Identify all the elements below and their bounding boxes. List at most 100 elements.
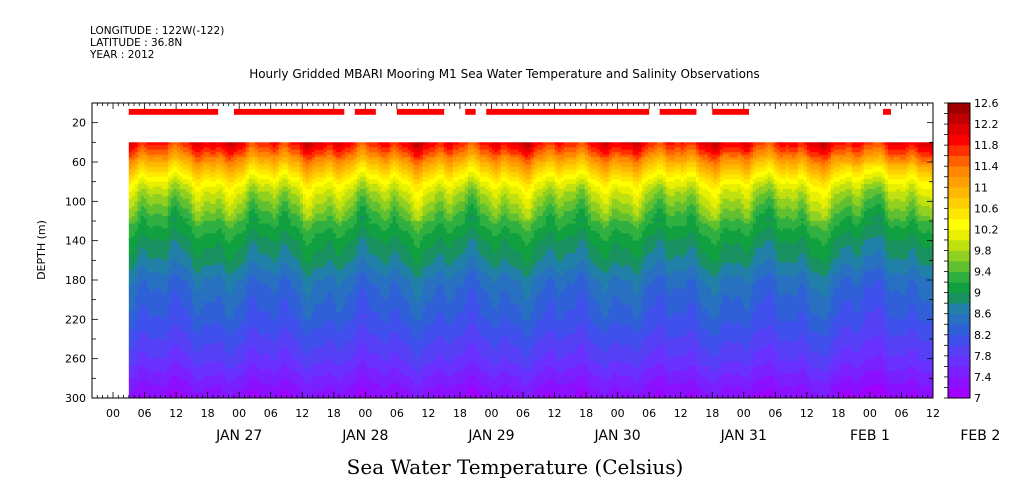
heatmap-column [284, 142, 289, 398]
heatmap-cell [155, 142, 160, 146]
heatmap-cell [572, 395, 577, 398]
heatmap-cell [494, 179, 499, 185]
heatmap-cell [494, 208, 499, 220]
heatmap-cell [155, 257, 160, 274]
heatmap-cell [584, 265, 589, 281]
heatmap-cell [449, 186, 454, 195]
heatmap-cell [245, 147, 250, 153]
heatmap-cell [494, 159, 499, 165]
heatmap-cell [596, 181, 601, 188]
heatmap-cell [392, 144, 397, 151]
heatmap-cell [410, 157, 415, 163]
heatmap-cell [599, 159, 604, 165]
heatmap-cell [212, 166, 217, 173]
heatmap-cell [257, 174, 262, 180]
heatmap-cell [290, 287, 295, 315]
heatmap-cell [290, 176, 295, 183]
heatmap-cell [524, 152, 529, 158]
heatmap-column [497, 142, 502, 398]
heatmap-cell [176, 243, 181, 264]
heatmap-cell [290, 314, 295, 338]
heatmap-cell [527, 262, 532, 276]
heatmap-cell [656, 375, 661, 392]
heatmap-cell [515, 142, 520, 146]
heatmap-cell [302, 203, 307, 215]
heatmap-cell [329, 240, 334, 261]
heatmap-cell [221, 157, 226, 163]
heatmap-cell [212, 157, 217, 163]
heatmap-cell [413, 245, 418, 266]
heatmap-cell [605, 149, 610, 156]
heatmap-cell [560, 189, 565, 197]
heatmap-cell [161, 166, 166, 173]
heatmap-cell [524, 198, 529, 210]
heatmap-cell [329, 189, 334, 197]
heatmap-cell [404, 324, 409, 345]
heatmap-cell [464, 186, 469, 195]
heatmap-cell [371, 184, 376, 193]
heatmap-cell [392, 368, 397, 382]
heatmap-cell [410, 380, 415, 394]
heatmap-cell [377, 176, 382, 183]
heatmap-cell [452, 162, 457, 168]
heatmap-cell [320, 181, 325, 188]
heatmap-cell [590, 230, 595, 247]
heatmap-cell [422, 144, 427, 151]
heatmap-column [515, 142, 520, 398]
heatmap-cell [437, 235, 442, 254]
heatmap-cell [557, 189, 562, 200]
heatmap-cell [437, 353, 442, 370]
heatmap-cell [608, 142, 613, 146]
heatmap-cell [140, 142, 145, 146]
heatmap-cell [245, 223, 250, 237]
heatmap-cell [230, 144, 235, 151]
heatmap-cell [440, 223, 445, 239]
heatmap-cell [674, 395, 679, 398]
heatmap-column [314, 142, 319, 398]
heatmap-cell [284, 262, 289, 279]
heatmap-cell [131, 159, 136, 163]
heatmap-cell [536, 171, 541, 178]
heatmap-cell [158, 144, 163, 151]
heatmap-cell [608, 326, 613, 347]
heatmap-cell [596, 203, 601, 215]
heatmap-cell [650, 380, 655, 397]
heatmap-cell [620, 280, 625, 306]
heatmap-cell [608, 363, 613, 379]
heatmap-cell [689, 213, 694, 232]
heatmap-cell [299, 304, 304, 328]
heatmap-cell [539, 149, 544, 156]
heatmap-cell [635, 166, 640, 173]
heatmap-column [329, 142, 334, 398]
heatmap-cell [251, 326, 256, 347]
heatmap-cell [239, 203, 244, 215]
heatmap-cell [560, 240, 565, 261]
heatmap-cell [596, 162, 601, 168]
heatmap-cell [605, 186, 610, 195]
heatmap-cell [653, 248, 658, 266]
heatmap-cell [479, 371, 484, 384]
heatmap-cell [590, 262, 595, 279]
heatmap-cell [539, 319, 544, 340]
heatmap-cell [512, 250, 517, 269]
heatmap-cell [419, 334, 424, 355]
heatmap-cell [671, 142, 676, 146]
heatmap-cell [308, 189, 313, 197]
heatmap-cell [494, 142, 499, 148]
heatmap-cell [326, 385, 331, 398]
heatmap-cell [335, 179, 340, 185]
heatmap-cell [179, 265, 184, 281]
heatmap-cell [641, 388, 646, 398]
heatmap-cell [242, 341, 247, 362]
heatmap-cell [653, 181, 658, 188]
heatmap-cell [602, 176, 607, 183]
heatmap-cell [263, 284, 268, 311]
heatmap-cell [431, 142, 436, 148]
heatmap-cell [302, 162, 307, 168]
heatmap-cell [587, 272, 592, 291]
heatmap-cell [347, 228, 352, 244]
heatmap-cell [230, 221, 235, 229]
heatmap-cell [659, 152, 664, 156]
heatmap-cell [695, 154, 700, 158]
heatmap-cell [656, 157, 661, 161]
